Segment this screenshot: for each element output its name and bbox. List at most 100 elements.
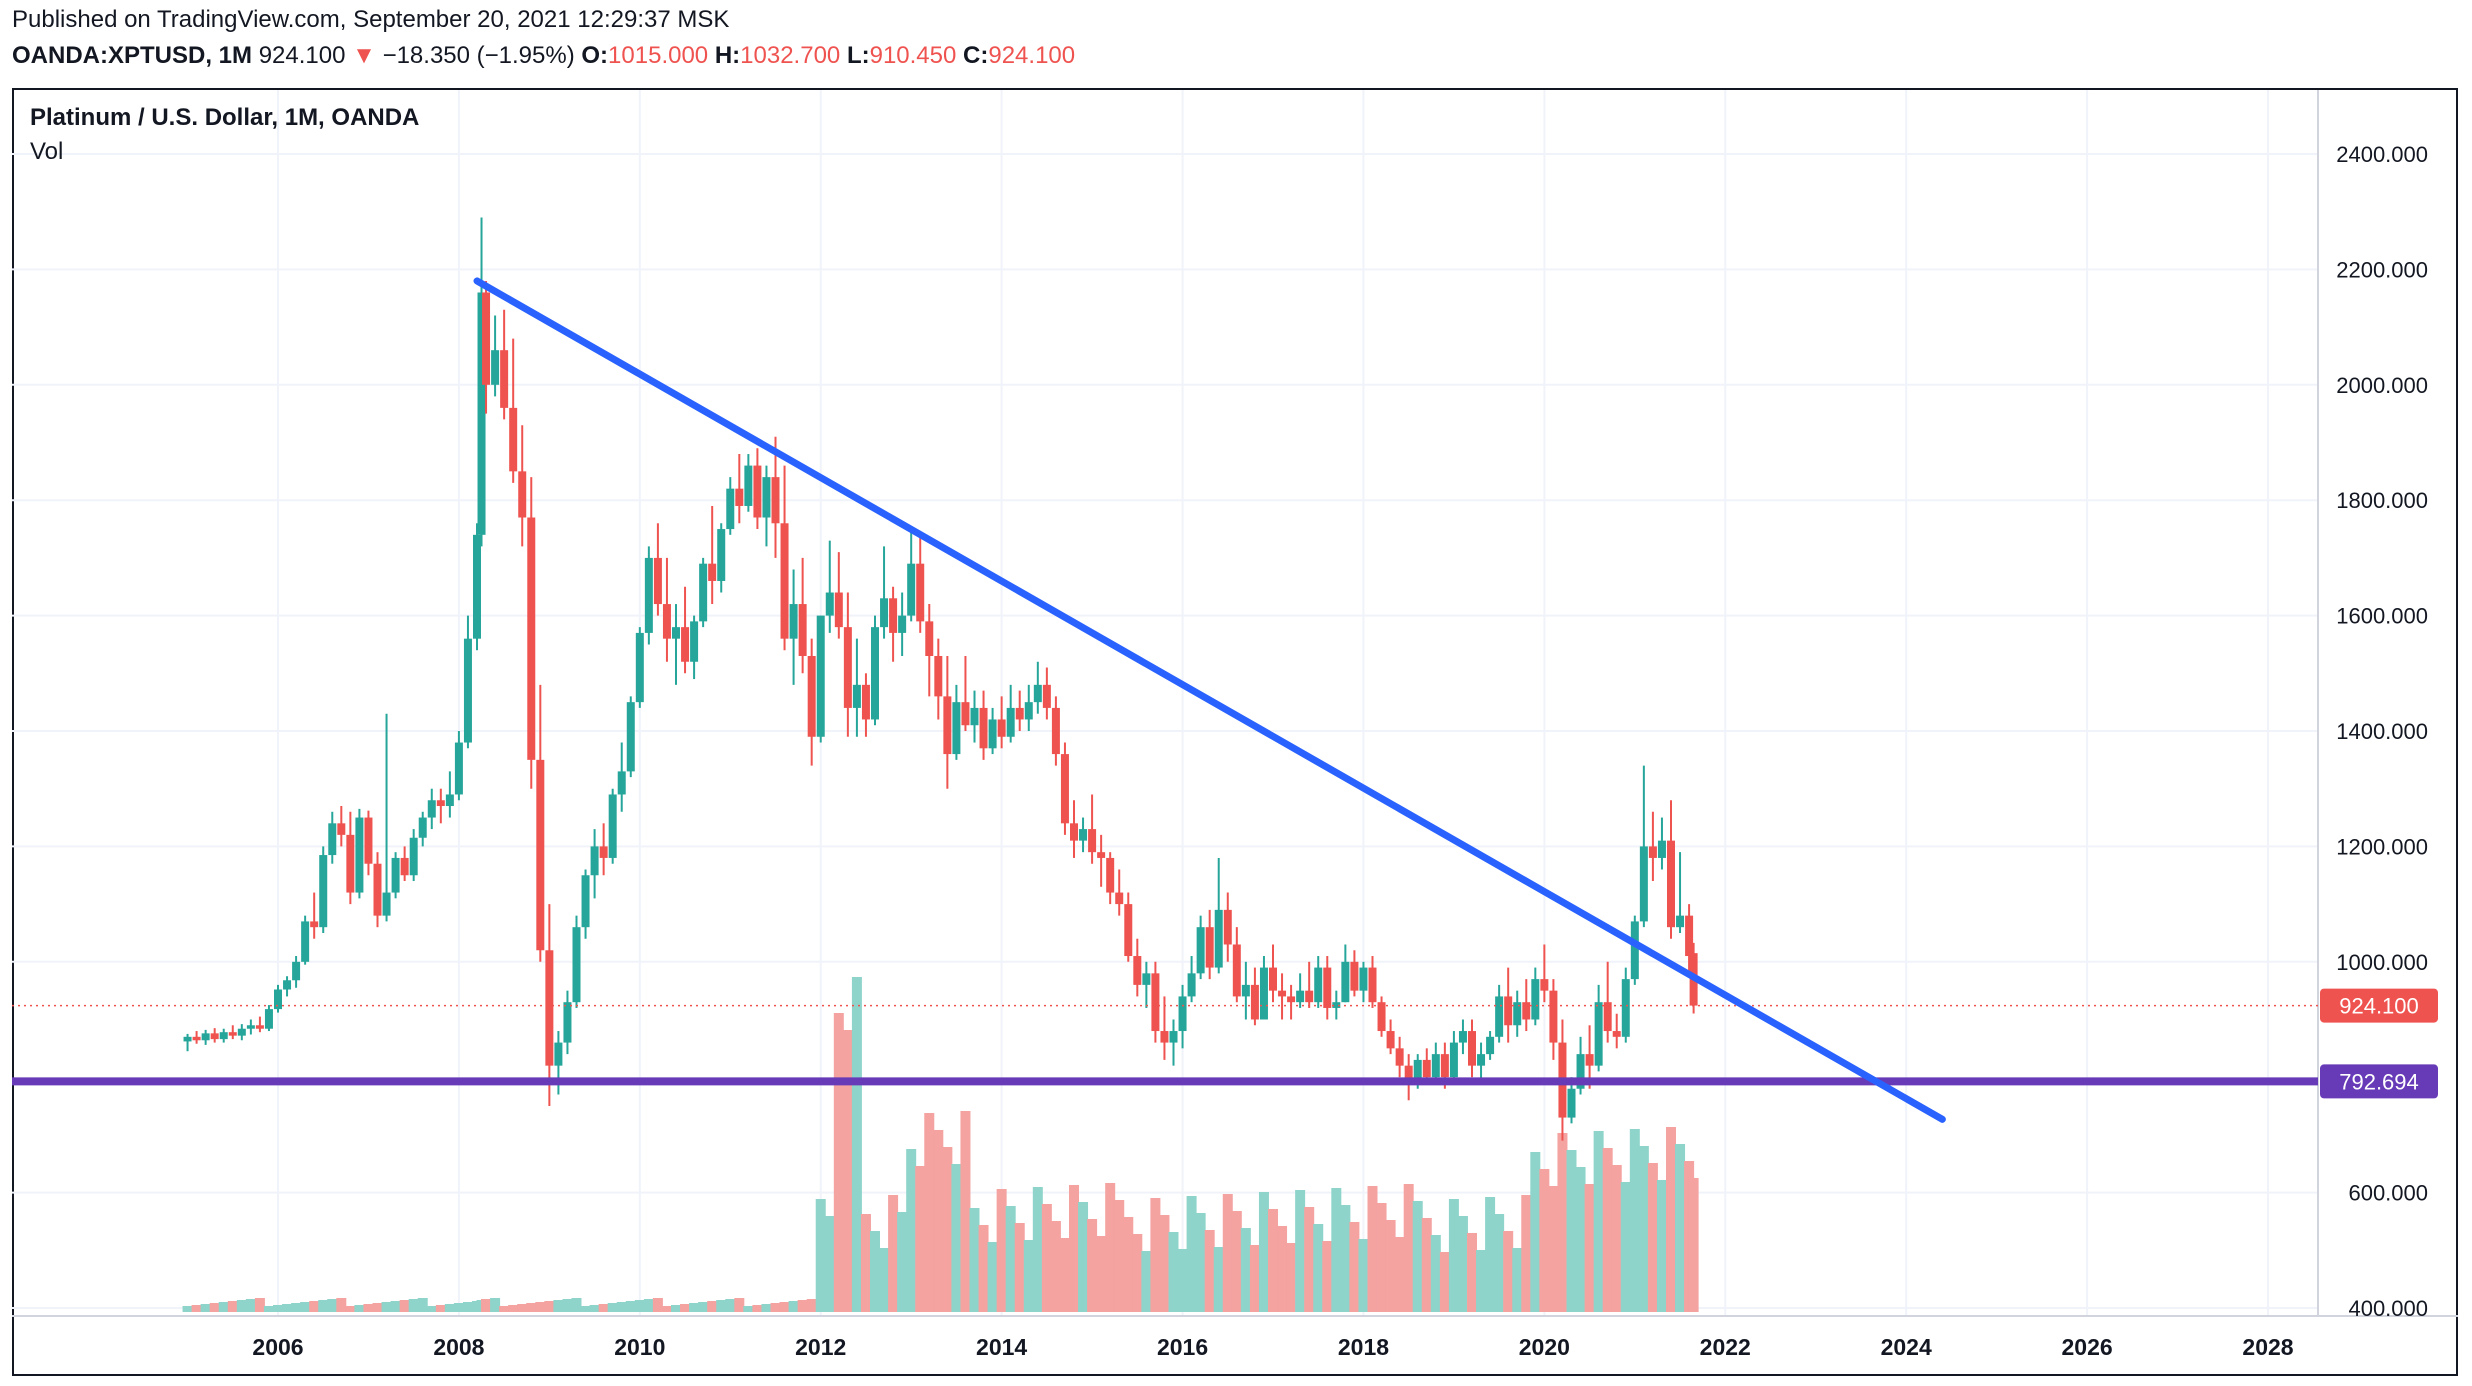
published-line: Published on TradingView.com, September …: [12, 6, 730, 33]
volume-bar: [426, 1306, 437, 1312]
volume-bar: [1688, 1178, 1699, 1312]
volume-bar: [1412, 1201, 1423, 1312]
volume-bar: [435, 1305, 446, 1312]
candle-body: [1124, 904, 1133, 957]
volume-bar: [417, 1298, 428, 1312]
candle-body: [1639, 846, 1648, 922]
volume-bar: [806, 1299, 817, 1312]
candle-body: [599, 846, 608, 858]
volume-bar: [209, 1303, 220, 1312]
volume-bar: [1023, 1240, 1034, 1312]
candle-body: [1648, 846, 1657, 858]
last-price-label-bg: [2320, 988, 2438, 1023]
open-label: O:: [581, 42, 609, 69]
candle-body: [1133, 956, 1142, 985]
volume-bar: [1448, 1199, 1459, 1312]
chart-title[interactable]: Platinum / U.S. Dollar, 1M, OANDA: [30, 104, 420, 131]
symbol-name[interactable]: OANDA:XPTUSD, 1M: [12, 42, 253, 69]
volume-bar: [1277, 1226, 1288, 1312]
candle-body: [445, 794, 454, 807]
volume-bar: [1141, 1251, 1152, 1312]
volume-bar: [309, 1301, 320, 1312]
volume-bar: [1059, 1238, 1070, 1312]
volume-bar: [1467, 1233, 1477, 1312]
volume-bar: [544, 1301, 555, 1312]
x-tick-label: 2028: [2242, 1334, 2293, 1360]
candle-body: [1440, 1054, 1449, 1078]
candle-body: [477, 292, 486, 535]
volume-bar: [399, 1300, 410, 1312]
volume-bar: [1530, 1152, 1541, 1312]
volume-bar: [1575, 1167, 1586, 1312]
volume-bar: [1222, 1194, 1233, 1312]
volume-bar: [1503, 1231, 1514, 1312]
volume-bar: [408, 1299, 419, 1312]
volume-bar: [1647, 1163, 1658, 1312]
candle-body: [1667, 840, 1675, 928]
candle-body: [1657, 840, 1666, 858]
candle-body: [274, 989, 282, 1010]
volume-legend[interactable]: Vol: [30, 138, 64, 165]
volume-bar: [987, 1242, 998, 1312]
x-tick-label: 2008: [433, 1334, 484, 1360]
candle-body: [1685, 915, 1694, 957]
volume-bar: [508, 1305, 519, 1312]
volume-bar: [1602, 1148, 1613, 1312]
candle-body: [1223, 909, 1232, 945]
candle-body: [1160, 1031, 1169, 1043]
candle-body: [672, 627, 680, 639]
volume-bar: [996, 1189, 1007, 1312]
volume-bar: [481, 1299, 492, 1312]
candle-body: [1305, 990, 1314, 1003]
candle-body: [545, 950, 554, 1066]
volume-bar: [1457, 1216, 1468, 1312]
y-tick-label: 1200.000: [2336, 834, 2428, 859]
candle-body: [337, 823, 346, 835]
volume-bar: [616, 1302, 627, 1312]
volume-bar: [634, 1300, 645, 1312]
candle-body: [246, 1025, 255, 1029]
candle-body: [843, 627, 852, 708]
last-price-label: 924.100: [2339, 994, 2419, 1019]
candle-body: [1232, 944, 1241, 997]
volume-bar: [815, 1199, 826, 1312]
volume-bar: [1539, 1169, 1550, 1312]
candle-body: [970, 707, 979, 726]
volume-bar: [1666, 1127, 1676, 1312]
close-label: C:: [963, 42, 989, 69]
candle-body: [391, 857, 400, 893]
volume-bar: [1231, 1211, 1242, 1312]
volume-bar: [689, 1303, 700, 1312]
volume-bar: [1403, 1184, 1414, 1312]
volume-bar: [345, 1306, 356, 1312]
y-tick-label: 1600.000: [2336, 604, 2428, 629]
x-tick-label: 2014: [976, 1334, 1027, 1360]
candle-body: [1051, 707, 1060, 755]
candle-body: [255, 1025, 264, 1029]
close-value: 924.100: [988, 42, 1076, 69]
volume-bar: [1304, 1207, 1315, 1312]
volume-bar: [1096, 1236, 1107, 1312]
volume-bar: [1439, 1252, 1450, 1312]
volume-bar: [580, 1306, 591, 1312]
support-price-label-bg: [2320, 1064, 2438, 1099]
volume-bar: [263, 1306, 274, 1312]
volume-bar: [245, 1299, 256, 1312]
candle-body: [382, 892, 391, 916]
volume-bar: [1629, 1129, 1640, 1312]
y-tick-label: 2400.000: [2336, 142, 2428, 167]
volume-bar: [652, 1298, 663, 1312]
volume-bar: [291, 1303, 302, 1312]
volume-bar: [200, 1304, 211, 1312]
candle-body: [1287, 996, 1296, 1003]
x-tick-label: 2010: [614, 1334, 665, 1360]
volume-bar: [661, 1306, 672, 1312]
high-value: 1032.700: [740, 42, 841, 69]
volume-bar: [191, 1305, 202, 1312]
candle-body: [581, 875, 590, 928]
candle-body: [1567, 1088, 1576, 1118]
candle-body: [482, 292, 491, 385]
candle-body: [699, 563, 708, 622]
volume-bar: [236, 1300, 247, 1312]
